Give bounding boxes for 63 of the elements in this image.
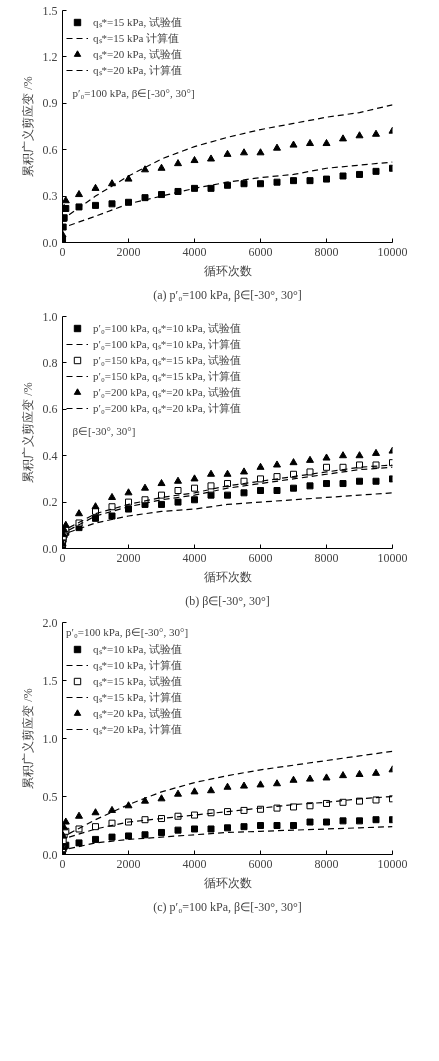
x-tick-label: 2000 (116, 856, 141, 871)
x-tick-label: 4000 (182, 244, 207, 259)
x-axis-title: 循环次数 (203, 569, 252, 584)
y-tick-label: 0.4 (42, 448, 58, 463)
x-tick-label: 6000 (248, 856, 273, 871)
y-tick-label: 0.5 (42, 789, 58, 804)
legend-title: p′₀=100 kPa, β∈[-30°, 30°] (66, 626, 189, 639)
x-tick-label: 0 (59, 856, 66, 871)
legend-label: qₛ*=15 kPa, 计算值 (93, 690, 182, 705)
text: (c) p′₀=100 kPa, β∈[-30°, 30°] (153, 899, 302, 914)
x-tick-label: 4000 (182, 856, 207, 871)
x-tick-label: 10000 (377, 244, 408, 259)
legend-label: p′₀=150 kPa, qₛ*=15 kPa, 试验值 (93, 353, 242, 368)
legend-label: qₛ*=20 kPa, 计算值 (93, 63, 182, 78)
legend-label: qₛ*=10 kPa, 计算值 (93, 658, 182, 673)
y-axis-title: 累积广义剪应变 /% (20, 688, 35, 789)
y-tick-label: 0.0 (42, 541, 58, 556)
annotation: β∈[-30°, 30°] (72, 424, 136, 437)
x-tick-label: 2000 (116, 550, 141, 565)
legend-label: qₛ*=20 kPa, 计算值 (93, 722, 182, 737)
y-tick-label: 1.2 (42, 49, 58, 64)
y-tick-label: 1.5 (42, 673, 58, 688)
legend-label: qₛ*=10 kPa, 试验值 (93, 642, 182, 657)
text: (b) β∈[-30°, 30°] (185, 593, 270, 608)
legend-label: p′₀=100 kPa, qₛ*=10 kPa, 计算值 (93, 337, 242, 352)
y-tick-label: 2.0 (42, 615, 58, 630)
x-tick-label: 4000 (182, 550, 207, 565)
y-tick-label: 0.0 (42, 235, 58, 250)
y-tick-label: 0.6 (42, 142, 58, 157)
text: (a) p′₀=100 kPa, β∈[-30°, 30°] (153, 287, 302, 302)
y-axis-title: 累积广义剪应变 /% (20, 382, 35, 483)
x-tick-label: 8000 (314, 856, 339, 871)
x-axis-title: 循环次数 (203, 263, 252, 278)
legend-label: qₛ*=20 kPa, 试验值 (93, 47, 182, 62)
legend-label: p′₀=200 kPa, qₛ*=20 kPa, 试验值 (93, 385, 242, 400)
x-tick-label: 2000 (116, 244, 141, 259)
y-tick-label: 1.5 (42, 3, 58, 18)
y-tick-label: 1.0 (42, 309, 58, 324)
annotation: p′₀=100 kPa, β∈[-30°, 30°] (72, 86, 195, 99)
legend-label: p′₀=100 kPa, qₛ*=10 kPa, 试验值 (93, 321, 242, 336)
legend-label: p′₀=200 kPa, qₛ*=20 kPa, 计算值 (93, 401, 242, 416)
x-axis-title: 循环次数 (203, 875, 252, 890)
x-tick-label: 0 (59, 244, 66, 259)
y-tick-label: 1.0 (42, 731, 58, 746)
y-tick-label: 0.3 (42, 189, 58, 204)
legend-label: p′₀=150 kPa, qₛ*=15 kPa, 计算值 (93, 369, 242, 384)
y-tick-label: 0.8 (42, 355, 58, 370)
y-tick-label: 0.0 (42, 847, 58, 862)
legend-label: qₛ*=15 kPa 计算值 (93, 31, 180, 46)
x-tick-label: 10000 (377, 856, 408, 871)
y-axis-title: 累积广义剪应变 /% (20, 76, 35, 177)
x-tick-label: 6000 (248, 550, 273, 565)
legend-label: qₛ*=15 kPa, 试验值 (93, 15, 182, 30)
y-tick-label: 0.6 (42, 402, 58, 417)
x-tick-label: 8000 (314, 550, 339, 565)
y-tick-label: 0.2 (42, 495, 58, 510)
legend-label: qₛ*=15 kPa, 试验值 (93, 674, 182, 689)
x-tick-label: 6000 (248, 244, 273, 259)
x-tick-label: 8000 (314, 244, 339, 259)
x-tick-label: 10000 (377, 550, 408, 565)
x-tick-label: 0 (59, 550, 66, 565)
y-tick-label: 0.9 (42, 96, 58, 111)
legend-label: qₛ*=20 kPa, 试验值 (93, 706, 182, 721)
